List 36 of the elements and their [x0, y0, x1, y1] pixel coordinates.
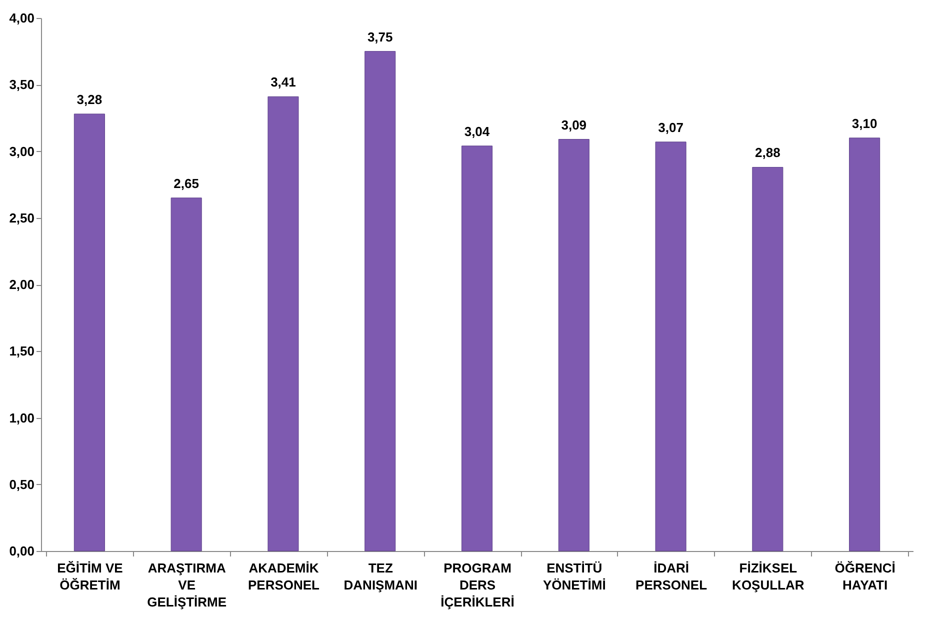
data-label: 2,88: [755, 145, 780, 160]
bar: [170, 198, 202, 552]
data-label: 3,28: [76, 92, 102, 107]
y-tick-label: 2,00: [9, 277, 34, 292]
bar: [364, 51, 396, 552]
bar: [849, 138, 880, 552]
data-label: 3,04: [464, 124, 490, 139]
y-tick-label: 3,00: [9, 144, 34, 159]
data-label: 3,09: [561, 117, 587, 132]
bar: [268, 96, 299, 552]
x-tick-label: TEZ DANIŞMANI: [344, 560, 418, 592]
data-label: 2,65: [174, 176, 199, 191]
x-tick-label: FİZİKSEL KOŞULLAR: [732, 560, 805, 592]
bar: [752, 166, 784, 552]
y-tick-label: 1,00: [9, 410, 34, 426]
data-label: 3,41: [270, 74, 296, 90]
y-tick-label: 0,50: [9, 476, 34, 492]
x-tick-label: PROGRAM DERS İÇERİKLERİ: [440, 560, 514, 610]
bar: [558, 139, 590, 552]
y-tick-label: 1,50: [9, 344, 34, 359]
bar: [655, 142, 686, 552]
x-tick-label: ÖĞRENCİ HAYATI: [834, 560, 896, 592]
x-tick-label: ARAŞTIRMA VE GELİŞTİRME: [147, 560, 227, 610]
data-label: 3,75: [367, 29, 393, 44]
bar: [461, 146, 493, 552]
x-tick-label: ENSTİTÜ YÖNETİMİ: [542, 560, 606, 592]
data-label: 3,07: [658, 120, 684, 135]
x-tick-label: EĞİTİM VE ÖĞRETİM: [57, 560, 124, 592]
data-label: 3,10: [852, 116, 878, 131]
y-tick-label: 0,00: [9, 544, 34, 558]
y-tick-label: 4,00: [9, 10, 34, 26]
x-tick-label: İDARİ PERSONEL: [636, 560, 708, 592]
y-tick-label: 2,50: [9, 210, 34, 226]
x-tick-label: AKADEMİK PERSONEL: [248, 560, 320, 592]
y-tick-label: 3,50: [9, 77, 34, 92]
bar: [74, 114, 105, 552]
